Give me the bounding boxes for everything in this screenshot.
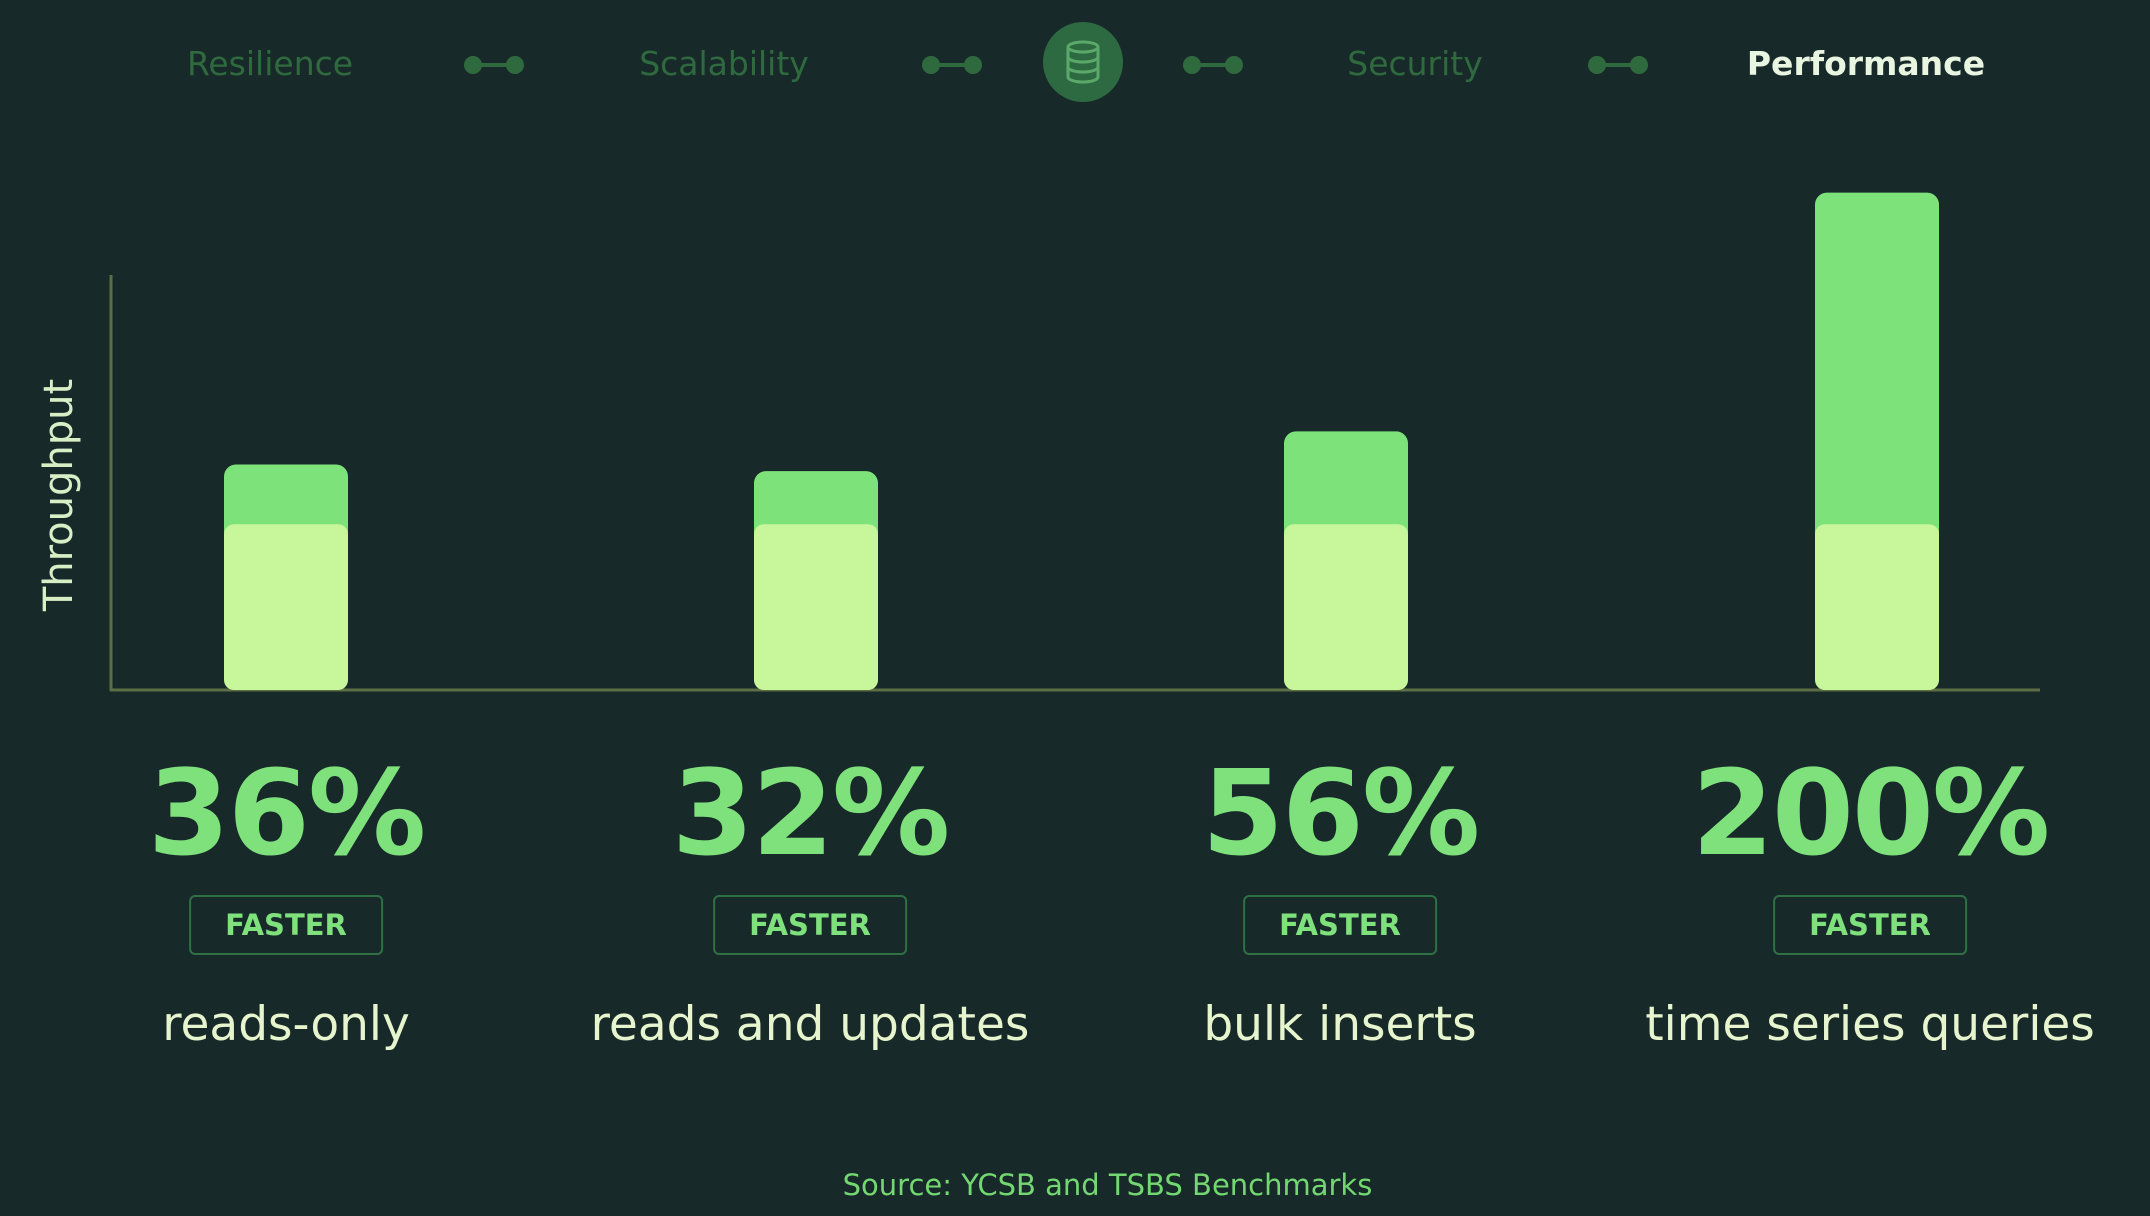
connector-icon bbox=[464, 56, 524, 74]
category-label: reads-only bbox=[162, 997, 410, 1052]
faster-badge: FASTER bbox=[713, 895, 907, 955]
bar-baseline-3 bbox=[1815, 524, 1939, 690]
y-axis-label: Throughput bbox=[36, 379, 82, 612]
category-label: time series queries bbox=[1645, 997, 2095, 1052]
faster-badge: FASTER bbox=[1773, 895, 1967, 955]
nav-item-resilience[interactable]: Resilience bbox=[186, 44, 354, 83]
value-label: 36% bbox=[147, 744, 426, 882]
faster-badge: FASTER bbox=[1243, 895, 1437, 955]
category-label: bulk inserts bbox=[1203, 997, 1477, 1052]
nav-item-scalability[interactable]: Scalability bbox=[639, 44, 809, 83]
connector-icon bbox=[1588, 56, 1648, 74]
source-note: Source: YCSB and TSBS Benchmarks bbox=[842, 1168, 1373, 1202]
faster-badge: FASTER bbox=[189, 895, 383, 955]
value-label: 200% bbox=[1691, 744, 2051, 882]
category-label: reads and updates bbox=[590, 997, 1030, 1052]
database-icon[interactable] bbox=[1043, 22, 1123, 102]
value-label: 56% bbox=[1201, 744, 1480, 882]
bar-baseline-2 bbox=[1284, 524, 1408, 690]
connector-icon bbox=[922, 56, 982, 74]
nav-item-performance[interactable]: Performance bbox=[1746, 44, 1986, 83]
bar-baseline-1 bbox=[754, 524, 878, 690]
connector-icon bbox=[1183, 56, 1243, 74]
feature-nav: Resilience Scalability Security Performa… bbox=[0, 0, 2150, 128]
value-label: 32% bbox=[671, 744, 950, 882]
nav-item-security[interactable]: Security bbox=[1347, 44, 1483, 83]
bar-baseline-0 bbox=[224, 524, 348, 690]
